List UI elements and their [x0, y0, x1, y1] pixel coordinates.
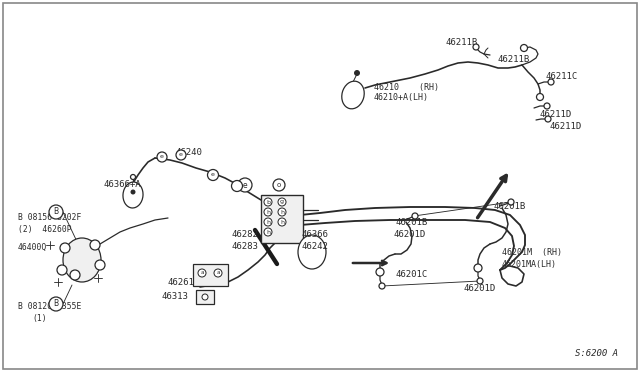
- Text: h: h: [280, 219, 284, 224]
- Circle shape: [379, 283, 385, 289]
- Circle shape: [70, 270, 80, 280]
- Text: e: e: [160, 154, 164, 160]
- Text: 46211D: 46211D: [549, 122, 581, 131]
- Text: 46400Q: 46400Q: [18, 243, 47, 252]
- Circle shape: [49, 297, 63, 311]
- Text: 46313: 46313: [161, 292, 188, 301]
- Circle shape: [536, 93, 543, 100]
- Ellipse shape: [342, 81, 364, 109]
- Text: g: g: [280, 199, 284, 205]
- Circle shape: [95, 260, 105, 270]
- Bar: [196, 290, 214, 304]
- Text: 46201D: 46201D: [464, 284, 496, 293]
- Text: B: B: [53, 299, 59, 308]
- Text: 46210    (RH): 46210 (RH): [374, 83, 439, 92]
- Circle shape: [473, 44, 479, 50]
- Circle shape: [264, 218, 272, 226]
- Circle shape: [264, 208, 272, 216]
- Text: 46261: 46261: [168, 278, 195, 287]
- Ellipse shape: [123, 182, 143, 208]
- Circle shape: [474, 264, 482, 272]
- Text: 46201D: 46201D: [393, 230, 425, 239]
- Circle shape: [278, 208, 286, 216]
- Text: b: b: [266, 199, 270, 205]
- Text: 46366+A: 46366+A: [104, 180, 141, 189]
- Text: 46201M  (RH): 46201M (RH): [502, 248, 562, 257]
- Text: h: h: [266, 219, 270, 224]
- Text: (1): (1): [32, 314, 47, 323]
- Text: 46283: 46283: [231, 242, 258, 251]
- Text: 46201MA(LH): 46201MA(LH): [502, 260, 557, 269]
- Circle shape: [273, 179, 285, 191]
- Text: e: e: [243, 180, 247, 189]
- Circle shape: [49, 205, 63, 219]
- Circle shape: [278, 198, 286, 206]
- Circle shape: [157, 152, 167, 162]
- Text: B 08156-8202F: B 08156-8202F: [18, 213, 81, 222]
- Text: (2)  46260P: (2) 46260P: [18, 225, 72, 234]
- Circle shape: [412, 213, 418, 219]
- Circle shape: [264, 198, 272, 206]
- Text: o: o: [277, 182, 281, 188]
- Text: 46201B: 46201B: [396, 218, 428, 227]
- Text: 46240: 46240: [176, 148, 203, 157]
- Text: h: h: [266, 230, 270, 234]
- Text: e: e: [211, 173, 215, 177]
- Circle shape: [354, 70, 360, 76]
- Circle shape: [264, 228, 272, 236]
- Circle shape: [548, 79, 554, 85]
- Circle shape: [202, 294, 208, 300]
- Text: 46211B: 46211B: [497, 55, 529, 64]
- Text: a: a: [200, 270, 204, 276]
- Text: 46201C: 46201C: [396, 270, 428, 279]
- Circle shape: [57, 265, 67, 275]
- Circle shape: [508, 199, 514, 205]
- Text: a: a: [216, 270, 220, 276]
- Bar: [261, 195, 303, 243]
- Text: 46210+A(LH): 46210+A(LH): [374, 93, 429, 102]
- Circle shape: [278, 218, 286, 226]
- Text: h: h: [280, 209, 284, 215]
- Circle shape: [131, 189, 136, 195]
- Ellipse shape: [63, 238, 101, 282]
- Text: h: h: [266, 209, 270, 215]
- Text: 46211B: 46211B: [446, 38, 478, 47]
- Ellipse shape: [298, 235, 326, 269]
- Circle shape: [376, 268, 384, 276]
- Circle shape: [198, 269, 206, 277]
- Text: S:6200 A: S:6200 A: [575, 349, 618, 358]
- Text: 46211C: 46211C: [545, 72, 577, 81]
- Circle shape: [176, 150, 186, 160]
- Circle shape: [90, 240, 100, 250]
- Text: B: B: [53, 208, 59, 217]
- Circle shape: [207, 170, 218, 180]
- Text: e: e: [179, 153, 183, 157]
- Bar: [193, 264, 228, 286]
- Circle shape: [131, 174, 136, 180]
- Circle shape: [477, 278, 483, 284]
- Circle shape: [232, 180, 243, 192]
- Text: 46242: 46242: [302, 242, 329, 251]
- Text: 46282: 46282: [231, 230, 258, 239]
- Circle shape: [238, 178, 252, 192]
- Circle shape: [60, 243, 70, 253]
- Circle shape: [214, 269, 222, 277]
- Text: 46211D: 46211D: [539, 110, 572, 119]
- Circle shape: [520, 45, 527, 51]
- Circle shape: [544, 103, 550, 109]
- Text: 46366: 46366: [302, 230, 329, 239]
- Circle shape: [545, 116, 551, 122]
- Text: 46201B: 46201B: [494, 202, 526, 211]
- Text: B 08120-6355E: B 08120-6355E: [18, 302, 81, 311]
